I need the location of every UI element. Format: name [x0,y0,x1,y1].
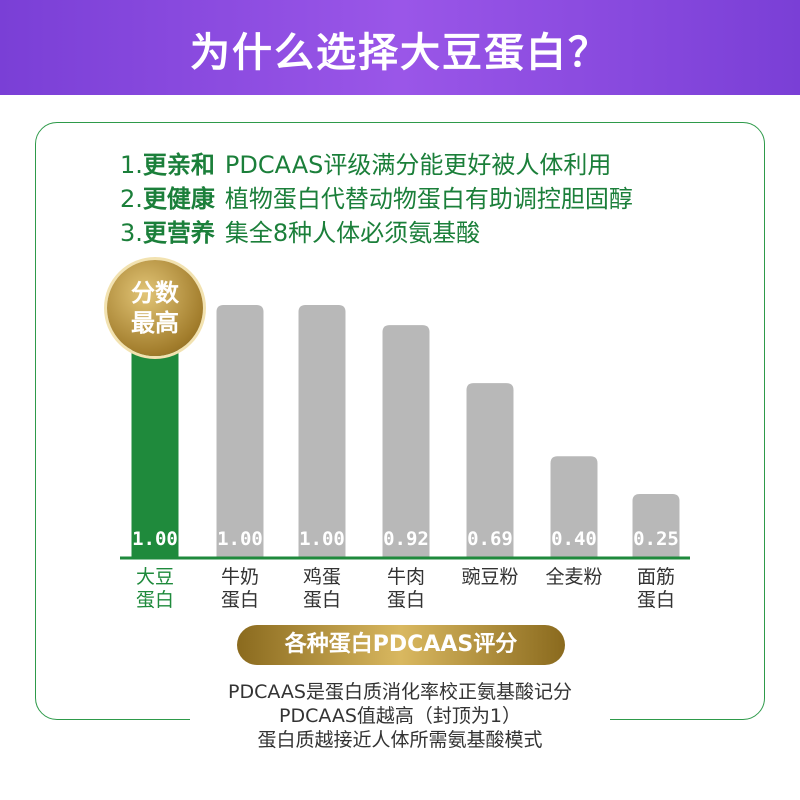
x-tick-label: 大豆 蛋白 [135,566,174,611]
x-tick-label: 面筋 蛋白 [636,566,675,611]
value-label: 0.69 [467,528,513,550]
point-text: 集全8种人体必须氨基酸 [224,219,481,247]
point-label: 更亲和 [142,151,215,179]
bar [550,456,598,557]
point-row: 1.更亲和 PDCAAS评级满分能更好被人体利用 [120,145,611,180]
value-label: 1.00 [132,528,178,550]
value-label: 0.25 [633,528,679,550]
bar [466,383,514,557]
badge: 分数 最高 [107,260,203,356]
point-row: 2.更健康 植物蛋白代替动物蛋白有助调控胆固醇 [120,179,633,214]
note-line: PDCAAS是蛋白质消化率校正氨基酸记分 [228,681,572,703]
bar [216,305,264,557]
point-number: 2. [120,185,143,213]
point-text: PDCAAS评级满分能更好被人体利用 [224,151,612,179]
point-label: 更营养 [142,219,215,247]
bar [298,305,346,557]
notes: PDCAAS是蛋白质消化率校正氨基酸记分 PDCAAS值越高（封顶为1） 蛋白质越接… [190,680,610,752]
x-tick-label: 牛肉 蛋白 [386,566,425,611]
x-tick-label: 全麦粉 [545,566,603,588]
note-line: PDCAAS值越高（封顶为1） [278,705,522,727]
value-label: 1.00 [299,528,345,550]
point-label: 更健康 [142,185,215,213]
chart-title: 各种蛋白PDCAAS评分 [237,625,565,665]
x-tick-label: 牛奶 蛋白 [220,566,259,611]
point-row: 3.更营养 集全8种人体必须氨基酸 [120,213,480,248]
note-line: 蛋白质越接近人体所需氨基酸模式 [257,729,543,751]
value-label: 1.00 [217,528,263,550]
page-title: 为什么选择大豆蛋白？ [190,30,610,76]
value-label: 0.92 [383,528,429,550]
bar [632,494,680,557]
point-number: 3. [120,219,143,247]
x-tick-label: 豌豆粉 [461,566,519,588]
point-text: 植物蛋白代替动物蛋白有助调控胆固醇 [224,185,633,213]
value-label: 0.40 [551,528,597,550]
bar [131,305,179,557]
header-band [0,0,800,95]
x-tick-label: 鸡蛋 蛋白 [302,566,341,611]
point-number: 1. [120,151,143,179]
bar [382,325,430,557]
